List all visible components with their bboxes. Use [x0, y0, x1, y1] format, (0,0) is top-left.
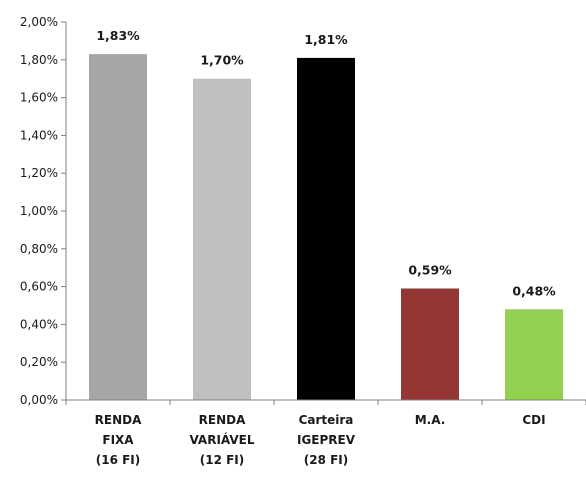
x-category-label: M.A.	[415, 413, 446, 427]
y-tick-label: 0,60%	[20, 280, 58, 294]
y-tick-label: 0,40%	[20, 317, 58, 331]
x-category-label-line: (28 FI)	[304, 453, 349, 467]
bar	[505, 309, 563, 400]
y-tick-label: 0,00%	[20, 393, 58, 407]
bars: 1,83% 1,70% 1,81% 0,59% 0,48%	[89, 28, 563, 400]
y-tick-label: 1,40%	[20, 128, 58, 142]
x-category-label-line: RENDA	[95, 413, 142, 427]
y-axis: 0,00% 0,20% 0,40% 0,60% 0,80% 1,00% 1,20% 1,40%…	[20, 15, 67, 407]
x-category-label-line: CDI	[522, 413, 545, 427]
x-category-label: RENDA VARIÁVEL (12 FI)	[189, 413, 254, 467]
y-tick-label: 0,80%	[20, 242, 58, 256]
y-tick-label: 1,00%	[20, 204, 58, 218]
y-tick-label: 0,20%	[20, 355, 58, 369]
bar	[297, 57, 355, 400]
x-category-label-line: RENDA	[199, 413, 246, 427]
data-label: 0,59%	[408, 262, 452, 277]
data-label: 0,48%	[512, 283, 556, 298]
bar	[401, 288, 459, 400]
bar	[89, 54, 147, 400]
x-category-label-line: Carteira	[299, 413, 354, 427]
x-category-label: RENDA FIXA (16 FI)	[95, 413, 142, 467]
x-category-label-line: M.A.	[415, 413, 446, 427]
x-category-label: Carteira IGEPREV (28 FI)	[297, 413, 356, 467]
x-axis: RENDA FIXA (16 FI) RENDA VARIÁVEL (12 FI) Cart…	[65, 399, 586, 467]
y-tick-label: 1,20%	[20, 166, 58, 180]
data-label: 1,81%	[304, 32, 348, 47]
y-tick-label: 1,60%	[20, 91, 58, 105]
bar	[193, 78, 251, 400]
data-label: 1,70%	[200, 53, 244, 68]
x-category-label-line: FIXA	[102, 433, 134, 447]
x-category-label-line: (16 FI)	[96, 453, 141, 467]
data-label: 1,83%	[96, 28, 140, 43]
x-category-label: CDI	[522, 413, 545, 427]
y-tick-label: 1,80%	[20, 53, 58, 67]
x-category-label-line: (12 FI)	[200, 453, 245, 467]
x-category-label-line: IGEPREV	[297, 433, 356, 447]
y-tick-label: 2,00%	[20, 15, 58, 29]
x-category-label-line: VARIÁVEL	[189, 432, 254, 447]
